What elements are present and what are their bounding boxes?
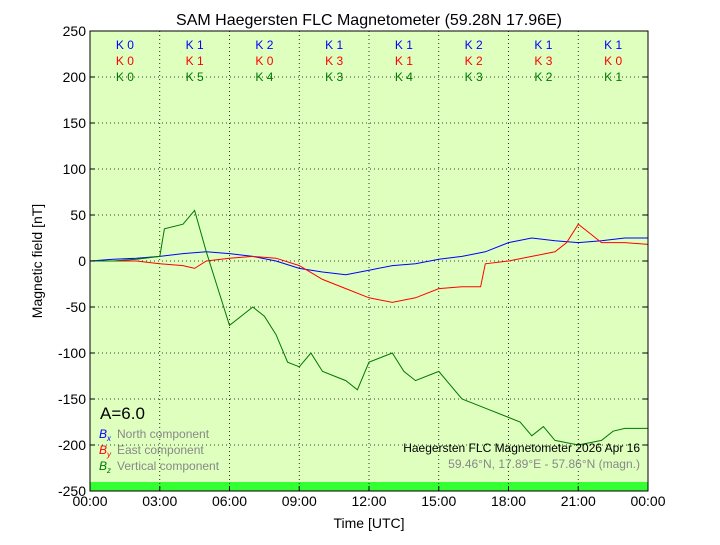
plot-background [90, 31, 648, 491]
k-index-y: K 1 [186, 54, 204, 68]
k-index-z: K 3 [325, 70, 343, 84]
k-index-z: K 2 [534, 70, 552, 84]
k-index-x: K 1 [186, 38, 204, 52]
k-index-y: K 2 [465, 54, 483, 68]
series-line-x [89, 237, 648, 276]
k-index-x: K 2 [255, 38, 273, 52]
legend-label: North component [117, 427, 210, 441]
y-axis-label: Magnetic field [nT] [29, 204, 45, 318]
chart-title: SAM Haegersten FLC Magnetometer (59.28N … [176, 12, 562, 29]
x-tick-label: 00:00 [72, 493, 107, 509]
y-tick-label: 0 [78, 253, 86, 269]
k-index-z: K 5 [186, 70, 204, 84]
x-tick-label: 15:00 [421, 493, 456, 509]
k-index-z: K 3 [465, 70, 483, 84]
k-index-x: K 1 [604, 38, 622, 52]
x-tick-label: 03:00 [142, 493, 177, 509]
k-index-z: K 4 [395, 70, 413, 84]
x-tick-label: 09:00 [282, 493, 317, 509]
x-tick-label: 12:00 [351, 493, 386, 509]
x-tick-label: 18:00 [491, 493, 526, 509]
y-tick-label: 50 [70, 207, 86, 223]
x-tick-label: 21:00 [561, 493, 596, 509]
y-tick-label: -100 [58, 345, 86, 361]
y-tick-label: -150 [58, 391, 86, 407]
series-line-y [90, 223, 649, 303]
k-index-z: K 4 [255, 70, 273, 84]
k-index-y: K 1 [395, 54, 413, 68]
k-index-x: K 0 [116, 38, 134, 52]
k-index-x: K 1 [325, 38, 343, 52]
y-tick-label: -250 [58, 483, 86, 499]
x-axis-label: Time [UTC] [333, 515, 404, 531]
k-index-y: K 3 [534, 54, 552, 68]
k-index-x: K 1 [395, 38, 413, 52]
legend-label: East component [117, 443, 204, 457]
k-index-y: K 0 [604, 54, 622, 68]
x-tick-label: 06:00 [212, 493, 247, 509]
k-index-y: K 3 [325, 54, 343, 68]
footer-coords: 59.46°N, 17.89°E - 57.86°N (magn.) [448, 457, 640, 471]
footer-station: Haegersten FLC Magnetometer 2026 Apr 16 [403, 441, 640, 455]
activity-index: A=6.0 [100, 404, 145, 423]
y-tick-label: -50 [66, 299, 86, 315]
series-line-z [90, 209, 648, 446]
y-tick-label: 150 [63, 115, 87, 131]
y-tick-label: 200 [63, 69, 87, 85]
y-tick-label: -200 [58, 437, 86, 453]
k-index-z: K 0 [116, 70, 134, 84]
y-tick-label: 100 [63, 161, 87, 177]
k-index-y: K 0 [255, 54, 273, 68]
y-tick-label: 250 [63, 23, 87, 39]
x-tick-label: 00:00 [630, 493, 665, 509]
k-index-x: K 2 [465, 38, 483, 52]
k-index-x: K 1 [534, 38, 552, 52]
legend-label: Vertical component [117, 459, 220, 473]
k-index-y: K 0 [116, 54, 134, 68]
k-index-z: K 1 [604, 70, 622, 84]
